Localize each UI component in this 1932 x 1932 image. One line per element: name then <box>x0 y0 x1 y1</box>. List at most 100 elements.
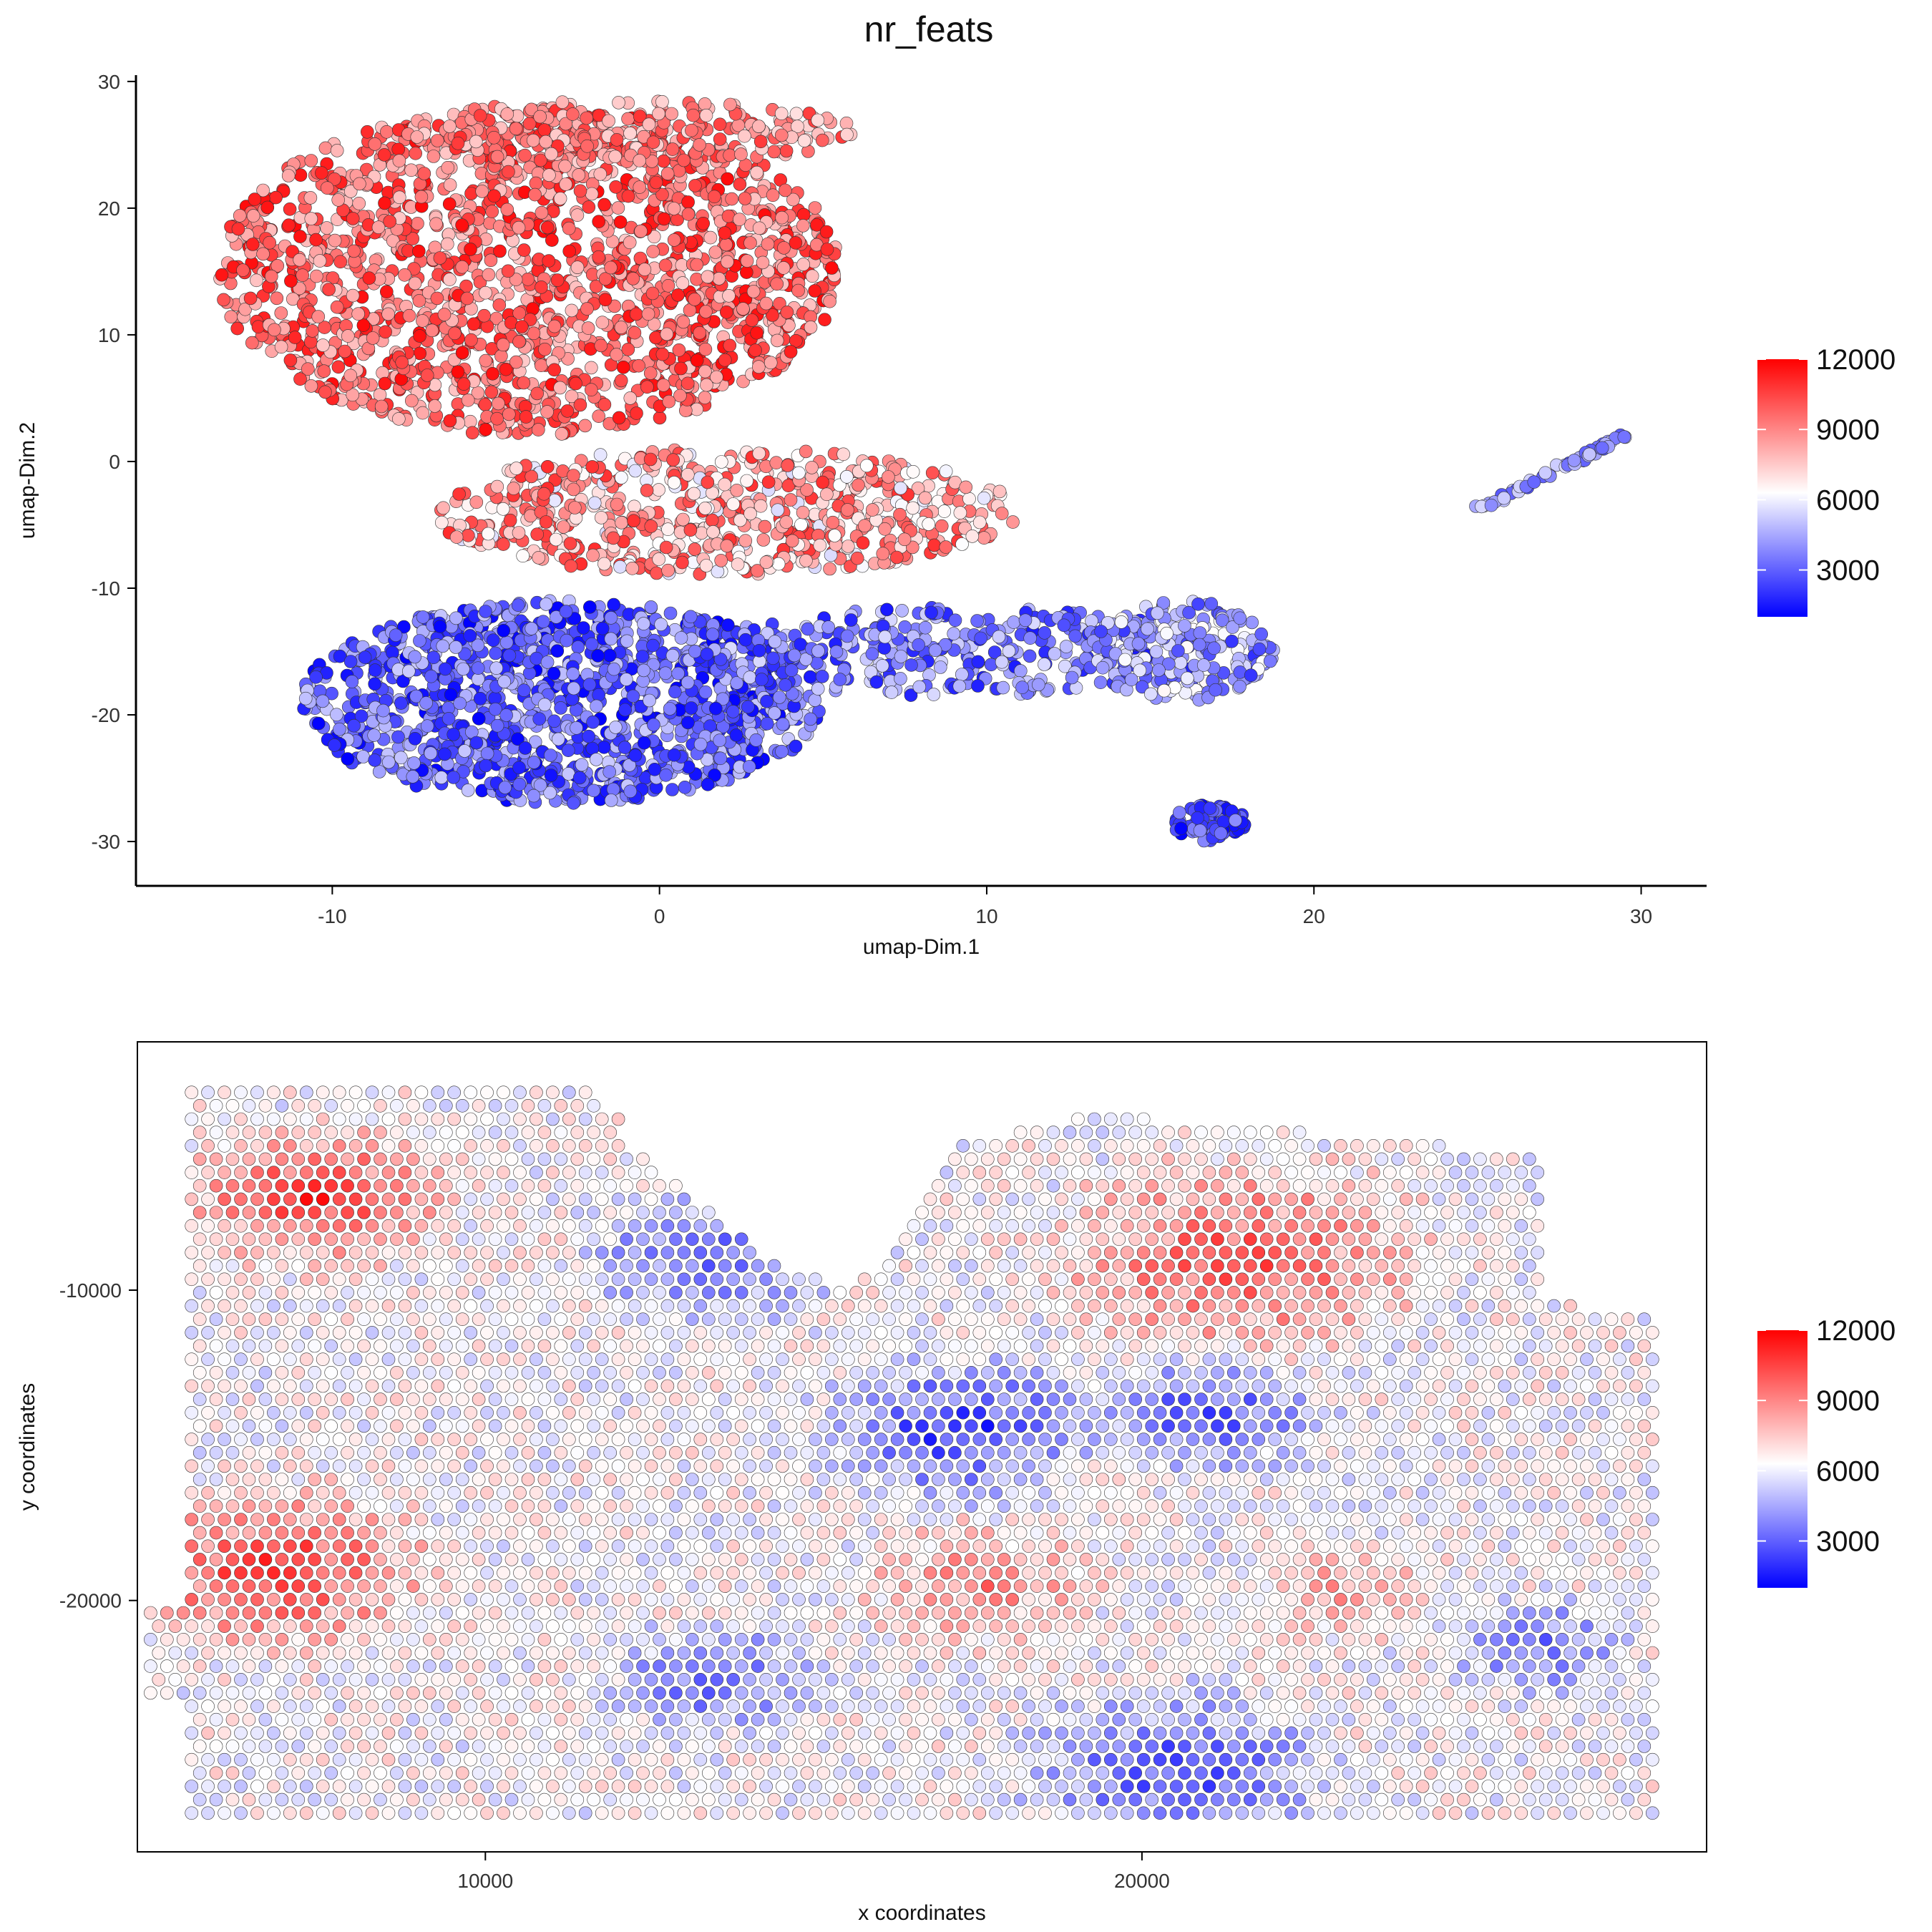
spatial-spot <box>578 1112 592 1126</box>
umap-point <box>550 273 565 287</box>
umap-point <box>786 192 800 207</box>
umap-point <box>779 144 794 158</box>
umap-point <box>443 178 457 192</box>
spatial-spot <box>324 1179 338 1193</box>
umap-point <box>659 769 673 782</box>
spatial-spot <box>308 1126 322 1139</box>
umap-point <box>646 638 660 653</box>
umap-point <box>1085 614 1098 628</box>
spatial-spot <box>332 1112 346 1126</box>
spatial-spot <box>381 1192 396 1206</box>
umap-point <box>497 537 510 551</box>
spatial-spot <box>595 1112 609 1126</box>
umap-point <box>519 410 533 424</box>
umap-point <box>501 264 515 278</box>
umap-point <box>685 123 698 137</box>
umap-point <box>726 497 740 511</box>
spatial-spot <box>299 1166 313 1179</box>
umap-point <box>529 176 543 190</box>
umap-point <box>699 305 713 318</box>
umap-point <box>528 735 542 749</box>
umap-point <box>555 95 570 109</box>
umap-point <box>571 640 585 654</box>
umap-point <box>939 464 953 479</box>
umap-point <box>394 696 408 710</box>
umap-point <box>655 187 669 202</box>
spatial-spot <box>1358 1179 1372 1193</box>
spatial-spot <box>1227 1179 1241 1193</box>
umap-point <box>469 736 484 750</box>
umap-point <box>525 469 539 484</box>
spatial-spot <box>1046 1179 1060 1193</box>
umap-point <box>852 478 865 492</box>
spatial-spot <box>250 1139 264 1153</box>
umap-point <box>713 733 727 747</box>
umap-point <box>977 531 991 545</box>
umap-point <box>391 142 406 156</box>
spatial-spot <box>537 1099 552 1113</box>
umap-point <box>449 611 463 625</box>
umap-point <box>343 369 358 383</box>
umap-point <box>288 331 302 344</box>
umap-point <box>748 343 762 357</box>
spatial-spot <box>398 1166 412 1179</box>
umap-point <box>865 647 879 661</box>
umap-point <box>638 263 652 276</box>
umap-point <box>589 279 603 293</box>
spatial-spot <box>932 1179 945 1193</box>
umap-point <box>586 548 600 562</box>
umap-point <box>1018 613 1033 628</box>
umap-point <box>561 743 575 757</box>
spatial-spot <box>1292 1126 1307 1139</box>
spatial-spot <box>1415 1166 1430 1179</box>
spatial-spot <box>1292 1152 1307 1166</box>
umap-point <box>829 645 844 659</box>
umap-point <box>328 738 341 752</box>
umap-x-tick-label: 10 <box>975 905 997 927</box>
spatial-spot <box>1244 1179 1257 1193</box>
spatial-spot <box>324 1099 338 1113</box>
umap-point <box>430 291 444 306</box>
spatial-spot <box>365 1139 379 1153</box>
umap-point <box>582 600 597 614</box>
umap-point <box>1059 640 1073 653</box>
umap-point <box>374 399 389 414</box>
spatial-spot <box>570 1099 585 1113</box>
spatial-spot <box>1071 1166 1085 1179</box>
umap-point <box>895 604 909 618</box>
spatial-spot <box>447 1192 462 1206</box>
umap-point <box>540 220 555 235</box>
umap-point <box>751 564 764 577</box>
umap-point <box>500 203 514 217</box>
spatial-spot <box>431 1166 445 1179</box>
umap-point <box>362 271 376 286</box>
umap-point <box>1065 670 1079 685</box>
spatial-spot <box>185 1085 199 1099</box>
umap-point <box>1225 634 1239 648</box>
spatial-spot <box>201 1112 215 1126</box>
umap-point <box>779 183 792 197</box>
spatial-spot <box>488 1099 502 1113</box>
umap-point <box>823 562 836 576</box>
umap-point <box>532 551 546 565</box>
spatial-spot <box>1309 1179 1323 1193</box>
spatial-spot <box>1292 1179 1307 1193</box>
umap-point <box>345 675 359 688</box>
umap-point <box>652 483 665 497</box>
umap-point <box>402 308 416 323</box>
umap-point <box>818 313 831 327</box>
umap-point <box>789 333 803 348</box>
umap-point <box>676 315 691 329</box>
spatial-spot <box>480 1139 494 1153</box>
umap-point <box>309 233 323 247</box>
umap-point <box>565 389 579 404</box>
umap-point <box>243 291 258 306</box>
umap-point <box>878 630 892 644</box>
umap-point <box>558 160 572 173</box>
umap-point <box>1023 649 1037 663</box>
umap-point <box>952 679 967 693</box>
umap-point <box>623 784 638 799</box>
umap-point <box>303 191 318 205</box>
umap-point <box>752 447 766 461</box>
umap-point <box>217 293 230 307</box>
